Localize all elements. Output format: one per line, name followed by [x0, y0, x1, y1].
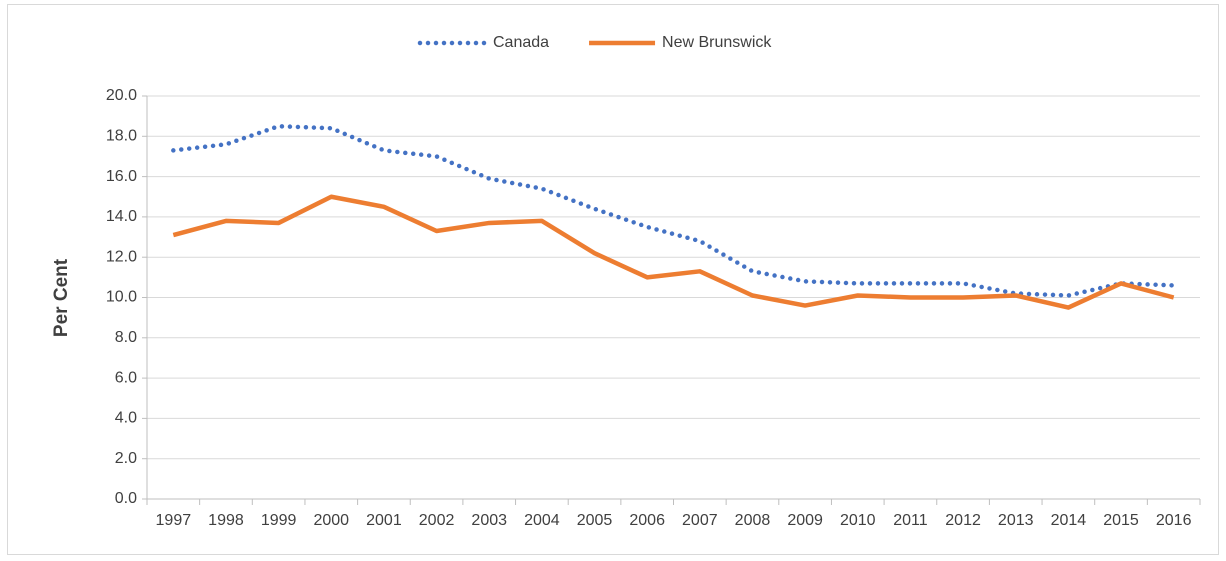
- x-tick-label: 1998: [208, 512, 244, 529]
- y-tick-label: 10.0: [106, 289, 137, 306]
- y-tick-label: 16.0: [106, 168, 137, 185]
- x-tick-label: 2005: [577, 512, 613, 529]
- x-tick-label: 1999: [261, 512, 297, 529]
- x-tick-label: 2014: [1051, 512, 1087, 529]
- series-line: [172, 194, 1175, 310]
- legend-label: Canada: [493, 34, 549, 51]
- y-tick-label: 12.0: [106, 248, 137, 265]
- x-tick-label: 2010: [840, 512, 876, 529]
- y-tick-label: 2.0: [115, 450, 137, 467]
- x-tick-label: 2008: [735, 512, 771, 529]
- x-tick-label: 2009: [787, 512, 823, 529]
- x-tick-label: 2002: [419, 512, 455, 529]
- series-line: [171, 123, 1176, 298]
- y-tick-label: 20.0: [106, 87, 137, 104]
- x-tick-label: 2012: [945, 512, 981, 529]
- x-tick-label: 2015: [1103, 512, 1139, 529]
- x-tick-label: 2016: [1156, 512, 1192, 529]
- y-tick-label: 8.0: [115, 329, 137, 346]
- y-tick-label: 0.0: [115, 490, 137, 507]
- x-tick-label: 2000: [313, 512, 349, 529]
- x-tick-label: 2013: [998, 512, 1034, 529]
- y-tick-label: 6.0: [115, 369, 137, 386]
- y-tick-label: 14.0: [106, 208, 137, 225]
- chart-border: [7, 4, 1219, 555]
- x-tick-label: 2007: [682, 512, 718, 529]
- y-axis-label: Per Cent: [51, 258, 72, 337]
- x-tick-label: 2003: [471, 512, 507, 529]
- y-tick-label: 4.0: [115, 410, 137, 427]
- x-tick-label: 2001: [366, 512, 402, 529]
- legend-label: New Brunswick: [662, 34, 772, 51]
- x-tick-label: 1997: [156, 512, 192, 529]
- x-tick-label: 2004: [524, 512, 560, 529]
- x-tick-label: 2011: [893, 512, 928, 529]
- x-tick-label: 2006: [629, 512, 665, 529]
- y-tick-label: 18.0: [106, 128, 137, 145]
